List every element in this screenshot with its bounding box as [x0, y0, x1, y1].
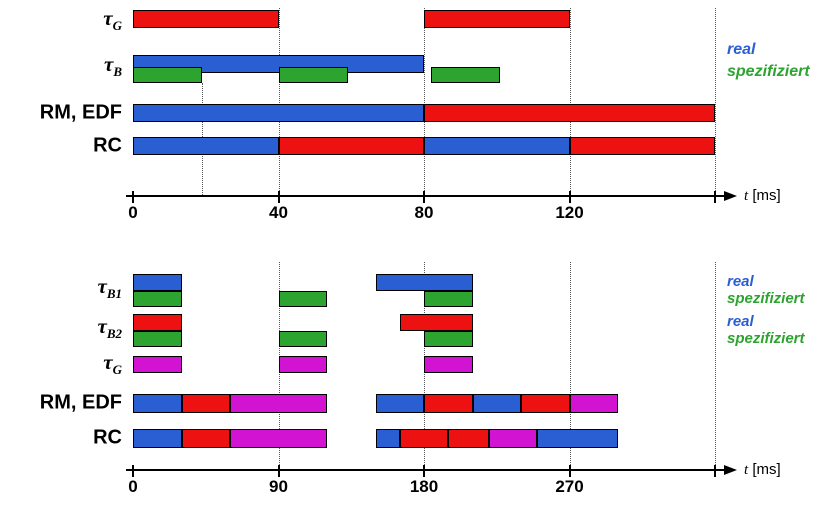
- axis-tick-label: 270: [555, 477, 584, 496]
- row-label-tau-B1: τB1: [97, 273, 123, 302]
- axis-tick: [277, 191, 280, 203]
- tau-G-real-bar: [424, 10, 570, 28]
- row-label-tau-B: τB: [104, 51, 122, 80]
- rc-schedule-bar: [181, 429, 230, 448]
- tau-G-real-bar: [133, 356, 182, 373]
- rc-schedule-bar: [569, 137, 715, 155]
- axis-tick: [568, 191, 571, 203]
- rc-schedule-bar: [278, 137, 424, 155]
- row-label-tau-B2: τB2: [97, 313, 123, 342]
- axis-unit-label: t [ms]: [744, 187, 781, 204]
- axis-tick-label: 0: [128, 203, 138, 222]
- gridline: [278, 8, 280, 195]
- rm-edf-schedule-bar: [133, 104, 424, 122]
- tau-B-spec-bar: [133, 67, 203, 83]
- axis-end-tick: [714, 191, 716, 203]
- tau-G-real-bar: [278, 356, 327, 373]
- tau-B1-spec-bar: [133, 291, 182, 307]
- axis-tick-label: 180: [409, 477, 439, 496]
- row-label-rc: RC: [93, 134, 122, 157]
- rc-schedule-bar: [230, 429, 327, 448]
- tau-B2-real-bar: [399, 314, 473, 331]
- legend-real-label: real: [727, 41, 756, 58]
- axis-tick-label: 40: [269, 203, 288, 222]
- tau-B1-real-bar: [133, 274, 182, 291]
- rm-edf-schedule-bar: [424, 104, 715, 122]
- rm-edf-schedule-bar: [181, 394, 230, 413]
- axis-tick-label: 90: [269, 477, 288, 496]
- axis-tick: [132, 191, 134, 203]
- row-label-tau-G: τG: [103, 349, 122, 378]
- rm-edf-schedule-bar: [569, 394, 618, 413]
- axis-tick-label: 0: [128, 477, 138, 496]
- rm-edf-schedule-bar: [521, 394, 570, 413]
- axis-arrow-icon: [724, 465, 737, 475]
- tau-B2-spec-bar: [278, 331, 327, 347]
- row-label-rc: RC: [93, 426, 122, 449]
- rc-schedule-bar: [399, 429, 449, 448]
- tau-G-real-bar: [424, 356, 473, 373]
- rm-edf-schedule-bar: [472, 394, 521, 413]
- tau-B2-spec-bar: [424, 331, 473, 347]
- axis-tick: [423, 191, 425, 203]
- row-label-rm-edf: RM, EDF: [39, 391, 122, 414]
- rc-schedule-bar: [375, 429, 400, 448]
- legend-real-label: real: [727, 313, 754, 330]
- rc-schedule-bar: [488, 429, 538, 448]
- tau-B1-spec-bar: [278, 291, 327, 307]
- axis-arrow-icon: [724, 191, 737, 201]
- time-axis: [126, 469, 724, 471]
- axis-tick: [568, 465, 571, 477]
- rc-schedule-bar: [133, 137, 279, 155]
- axis-tick-label: 120: [555, 203, 584, 222]
- tau-B1-spec-bar: [424, 291, 473, 307]
- legend-spezifiziert-label: spezifiziert: [727, 330, 805, 347]
- row-label-rm-edf: RM, EDF: [39, 101, 122, 124]
- time-axis: [126, 195, 724, 197]
- tau-B2-real-bar: [133, 314, 182, 331]
- axis-tick: [423, 465, 425, 477]
- rm-edf-schedule-bar: [133, 394, 182, 413]
- tau-B-spec-bar: [278, 67, 348, 83]
- legend-real-label: real: [727, 273, 754, 290]
- rm-edf-schedule-bar: [230, 394, 327, 413]
- axis-tick: [132, 465, 134, 477]
- gridline: [569, 8, 571, 195]
- tau-B2-spec-bar: [133, 331, 182, 347]
- gridline: [569, 262, 571, 469]
- axis-unit-label: t [ms]: [744, 461, 781, 478]
- legend-spezifiziert-label: spezifiziert: [727, 290, 805, 307]
- axis-end-tick: [714, 465, 716, 477]
- tau-B-spec-bar: [431, 67, 501, 83]
- rm-edf-schedule-bar: [424, 394, 473, 413]
- tau-B1-real-bar: [375, 274, 473, 291]
- rc-schedule-bar: [537, 429, 618, 448]
- axis-tick-label: 80: [414, 203, 434, 222]
- rm-edf-schedule-bar: [375, 394, 424, 413]
- gridline: [715, 8, 716, 195]
- rc-schedule-bar: [133, 429, 182, 448]
- gridline: [715, 262, 716, 469]
- tau-G-real-bar: [133, 10, 279, 28]
- gridline: [424, 8, 425, 195]
- rc-schedule-bar: [424, 137, 570, 155]
- axis-tick: [277, 465, 280, 477]
- row-label-tau-G: τG: [103, 5, 122, 34]
- legend-spezifiziert-label: spezifiziert: [727, 63, 810, 80]
- rc-schedule-bar: [448, 429, 489, 448]
